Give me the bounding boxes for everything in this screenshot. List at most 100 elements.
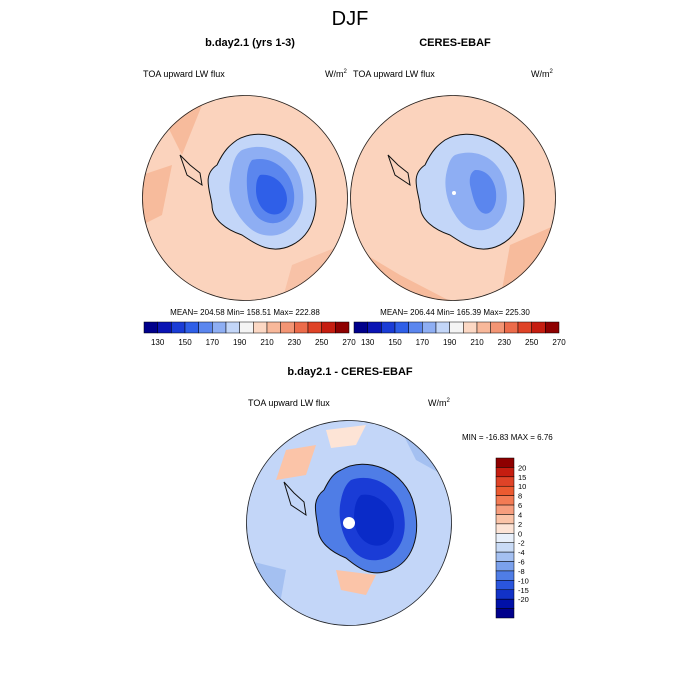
model-variable-label: TOA upward LW flux — [143, 69, 225, 79]
diff-pole-mark — [343, 517, 355, 529]
model-colorbar-label: 270 — [342, 338, 356, 347]
diff-polar-map — [246, 420, 452, 626]
model-ice-low — [256, 174, 287, 215]
diff-colorbar-box — [495, 485, 515, 496]
obs-colorbar-box — [435, 321, 450, 334]
model-colorbar-box — [253, 321, 268, 334]
diff-warm-patch — [336, 570, 376, 595]
diff-colorbar-box — [495, 580, 515, 591]
model-colorbar-box — [280, 321, 295, 334]
diff-colorbar-label: -2 — [518, 539, 525, 548]
obs-colorbar-box — [531, 321, 546, 334]
diff-colorbar-box — [495, 542, 515, 553]
model-colorbar-box — [212, 321, 227, 334]
obs-colorbar-box — [463, 321, 478, 334]
obs-colorbar-label: 250 — [525, 338, 539, 347]
obs-colorbar-box — [367, 321, 382, 334]
model-colorbar: 130 150 170 190 210 230 250 270 — [143, 321, 356, 347]
obs-colorbar-box — [394, 321, 409, 334]
obs-panel-title: CERES-EBAF — [419, 37, 491, 49]
diff-colorbar-box — [495, 495, 515, 506]
diff-colorbar-label: -6 — [518, 558, 525, 567]
model-colorbar-box — [143, 321, 158, 334]
diff-variable-label: TOA upward LW flux — [248, 398, 330, 408]
model-colorbar-box — [239, 321, 254, 334]
diff-colorbar-label: -20 — [518, 595, 529, 604]
model-colorbar-box — [266, 321, 281, 334]
diff-colorbar-label: 20 — [518, 463, 526, 472]
diff-colorbar-box — [495, 504, 515, 515]
diff-colorbar-label: -8 — [518, 567, 525, 576]
obs-variable-label: TOA upward LW flux — [353, 69, 435, 79]
diff-colorbar-label: 2 — [518, 520, 522, 529]
model-colorbar-box — [225, 321, 240, 334]
diff-colorbar-box — [495, 598, 515, 609]
obs-pole-mark — [452, 191, 456, 195]
diff-colorbar-label: 0 — [518, 529, 522, 538]
diff-colorbar-label: -15 — [518, 586, 529, 595]
model-polar-map — [142, 95, 348, 301]
model-colorbar-box — [321, 321, 336, 334]
diff-colorbar-label: 4 — [518, 510, 522, 519]
diff-colorbar-box — [495, 514, 515, 525]
obs-colorbar-box — [490, 321, 505, 334]
diff-colorbar-label: 10 — [518, 482, 526, 491]
obs-colorbar-label: 210 — [470, 338, 484, 347]
model-colorbar-box — [157, 321, 172, 334]
model-map-border — [142, 95, 348, 301]
obs-colorbar: 130 150 170 190 210 230 250 270 — [353, 321, 566, 347]
model-colorbar-box — [198, 321, 213, 334]
model-coastline — [179, 133, 317, 250]
figure-title: DJF — [331, 8, 369, 30]
obs-units-label: W/m2 — [531, 69, 553, 79]
model-colorbar-label: 250 — [315, 338, 329, 347]
model-colorbar-label: 230 — [288, 338, 302, 347]
model-panel-title: b.day2.1 (yrs 1-3) — [205, 37, 295, 49]
diff-units-label: W/m2 — [428, 398, 450, 408]
obs-colorbar-box — [408, 321, 423, 334]
diff-panel-title: b.day2.1 - CERES-EBAF — [287, 366, 413, 378]
model-colorbar-box — [307, 321, 322, 334]
obs-colorbar-label: 150 — [388, 338, 402, 347]
model-warm-patch — [142, 165, 172, 225]
diff-stats: MIN = -16.83 MAX = 6.76 — [462, 433, 553, 442]
diff-colorbar-box — [495, 533, 515, 543]
obs-colorbar-label: 230 — [498, 338, 512, 347]
obs-colorbar-label: 130 — [361, 338, 375, 347]
obs-colorbar-box — [449, 321, 464, 334]
diff-cool-patch — [246, 560, 286, 626]
diff-colorbar-box — [495, 467, 515, 478]
model-colorbar-label: 150 — [178, 338, 192, 347]
diff-warm-patch — [276, 445, 316, 480]
diff-colorbar-label: 15 — [518, 473, 526, 482]
obs-polar-map — [350, 95, 556, 301]
obs-colorbar-box — [517, 321, 532, 334]
obs-colorbar-box — [504, 321, 519, 334]
diff-warm-patch — [326, 425, 366, 448]
model-colorbar-label: 190 — [233, 338, 247, 347]
diff-colorbar-box — [495, 476, 515, 487]
diff-coastline — [283, 463, 418, 574]
model-colorbar-box — [294, 321, 309, 334]
obs-colorbar-box — [422, 321, 437, 334]
obs-colorbar-label: 190 — [443, 338, 457, 347]
diff-colorbar-box — [495, 589, 515, 600]
diff-colorbar-box — [495, 608, 515, 619]
model-colorbar-box — [335, 321, 350, 334]
obs-colorbar-box — [353, 321, 368, 334]
diff-colorbar-box — [495, 561, 515, 572]
model-colorbar-label: 210 — [260, 338, 274, 347]
model-colorbar-box — [171, 321, 186, 334]
diff-colorbar-label: -10 — [518, 576, 529, 585]
obs-map-border — [350, 95, 556, 301]
diff-ice-darkest — [354, 494, 394, 546]
diff-colorbar-box — [495, 570, 515, 581]
obs-stats: MEAN= 206.44 Min= 165.39 Max= 225.30 — [380, 308, 530, 317]
diff-map-border — [246, 420, 452, 626]
diff-colorbar-box — [495, 457, 515, 468]
diff-colorbar-box — [495, 523, 515, 534]
obs-colorbar-label: 270 — [552, 338, 566, 347]
model-colorbar-label: 130 — [151, 338, 165, 347]
diff-colorbar-label: 6 — [518, 501, 522, 510]
diff-colorbar-box — [495, 551, 515, 562]
